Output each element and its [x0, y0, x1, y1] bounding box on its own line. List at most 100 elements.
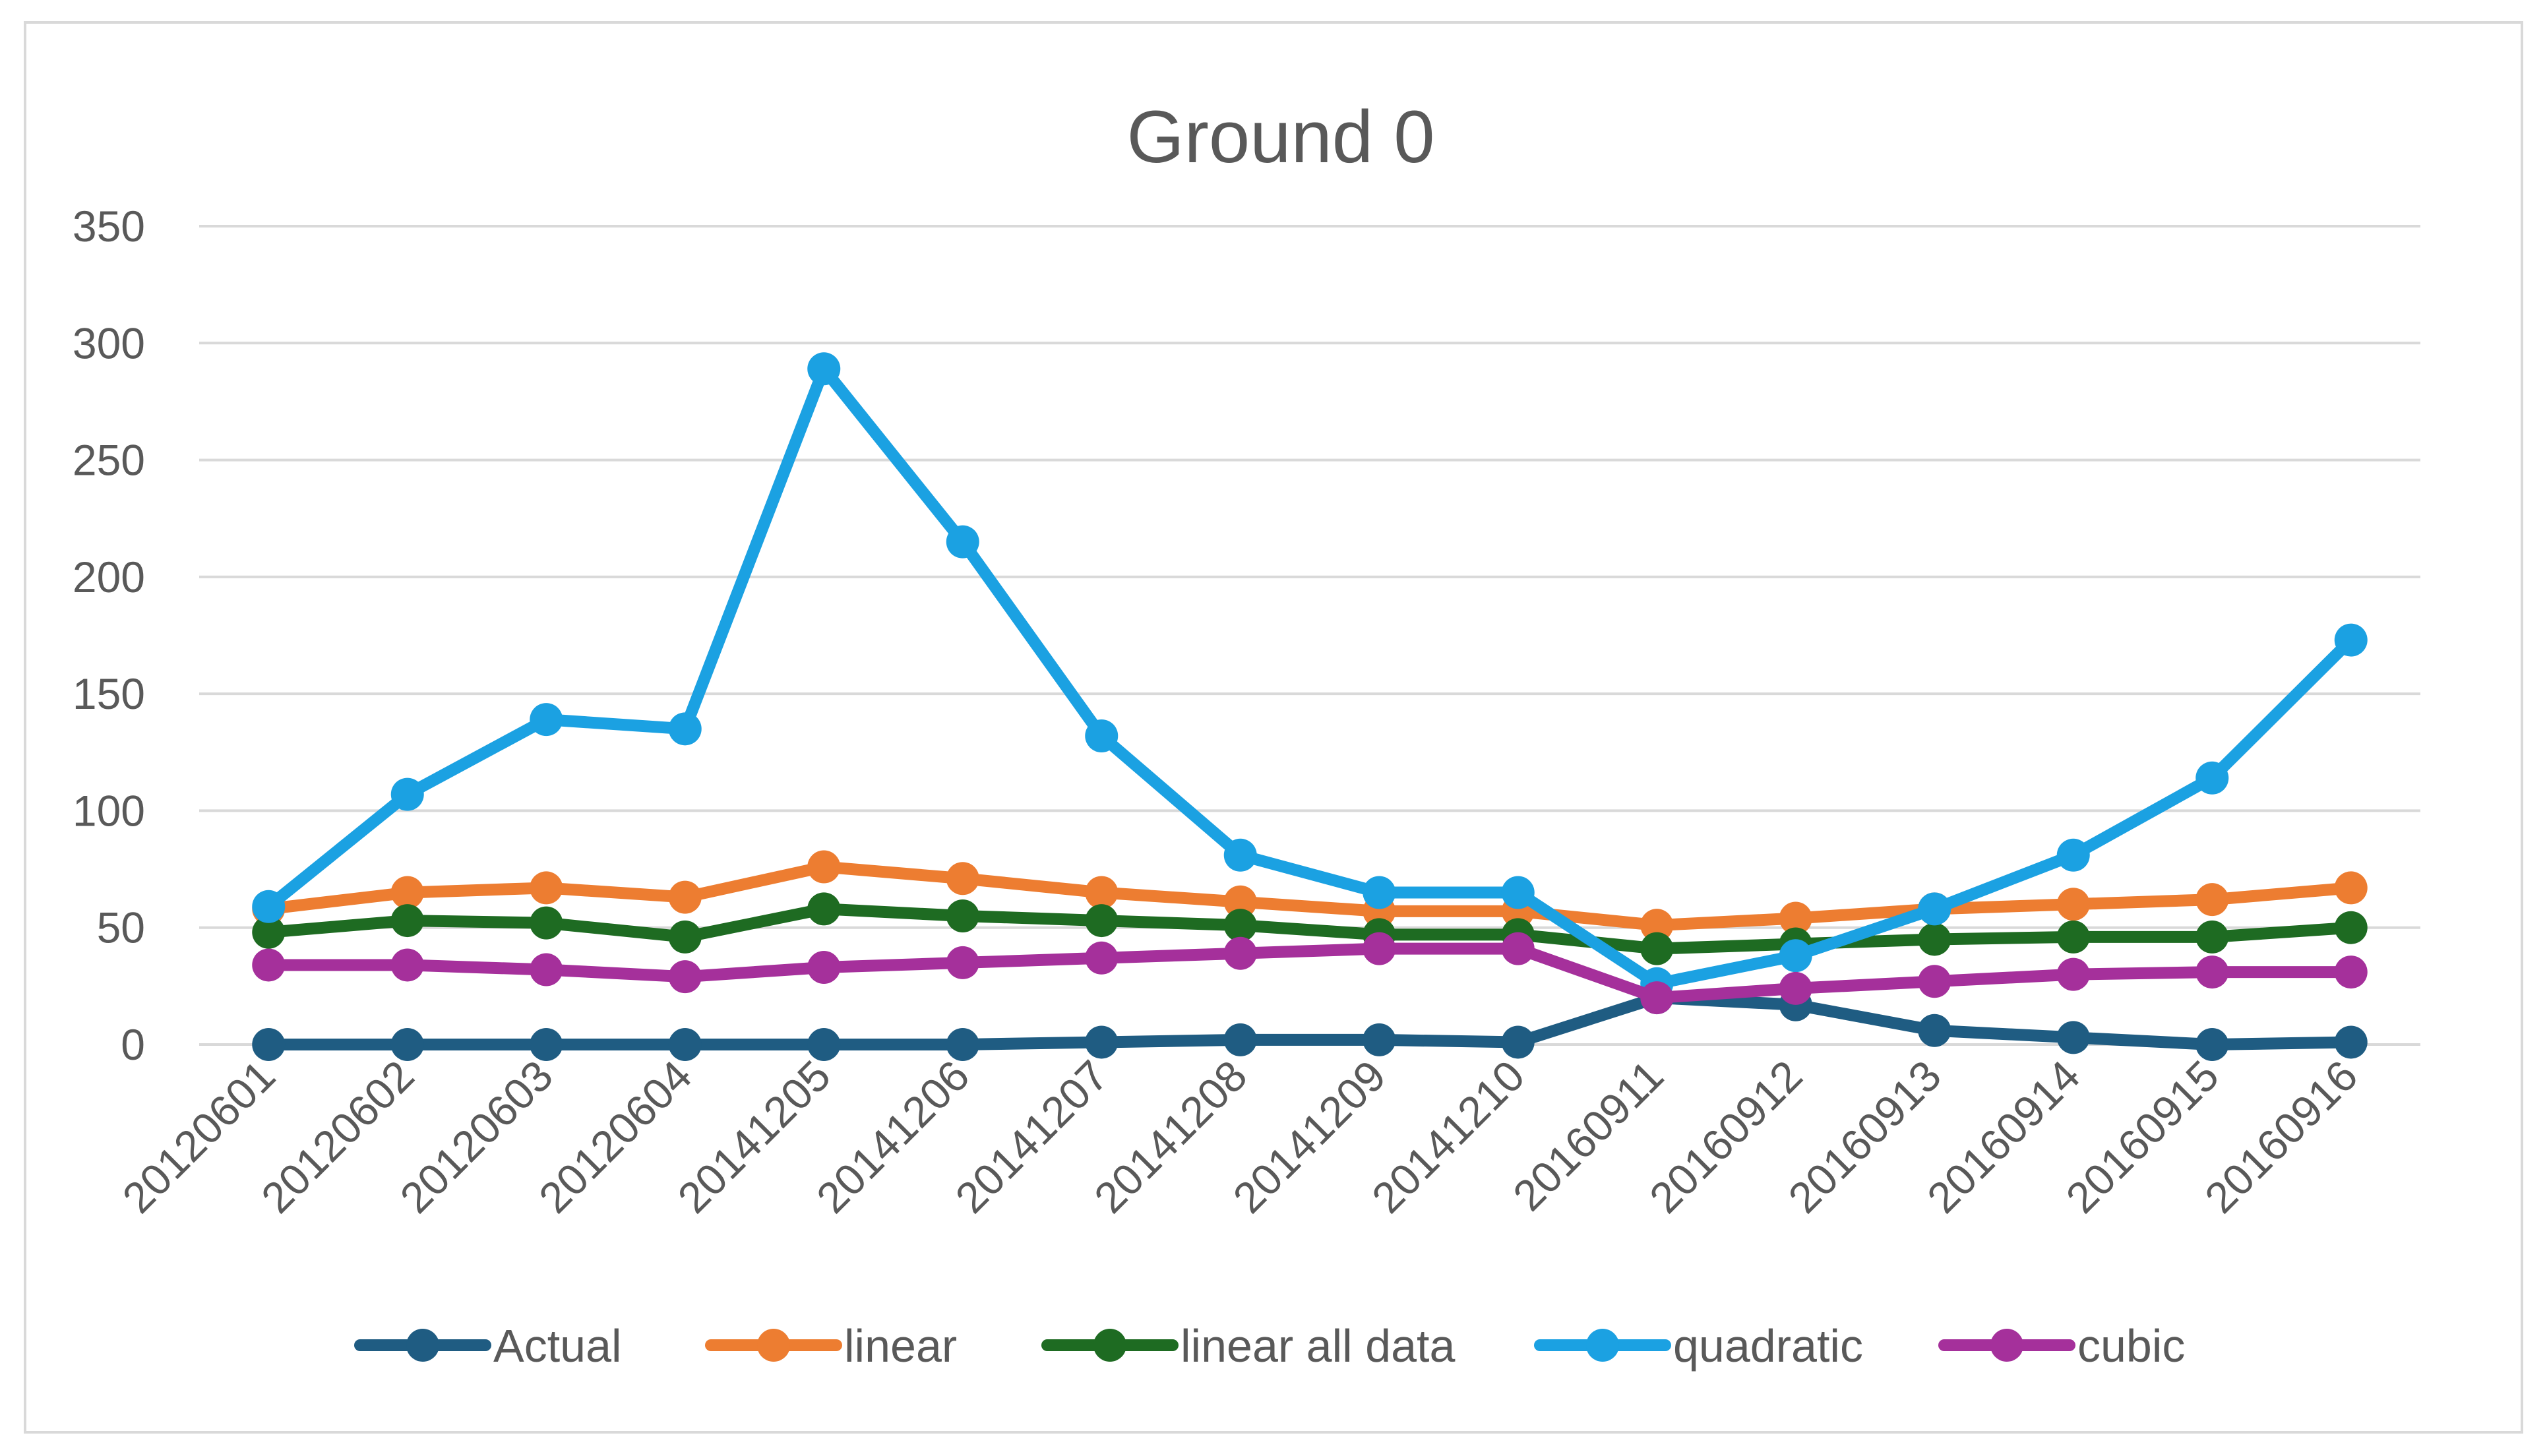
data-point: [1085, 876, 1119, 909]
data-point: [2056, 957, 2090, 991]
data-point: [1363, 876, 1396, 909]
series-line: [262, 861, 2357, 932]
data-point: [807, 950, 841, 984]
x-tick-label: 20141208: [1085, 1051, 1256, 1223]
data-point: [2334, 1025, 2368, 1059]
legend-item: cubic: [1938, 1320, 2185, 1372]
data-point: [1223, 838, 1257, 872]
y-tick-label: 200: [73, 553, 145, 601]
data-point: [2334, 911, 2368, 944]
data-point: [668, 1028, 702, 1061]
legend-item: quadratic: [1534, 1320, 1863, 1372]
data-point: [252, 915, 286, 949]
data-point: [1918, 892, 1951, 926]
data-point: [252, 890, 286, 923]
data-point: [1501, 1025, 1535, 1059]
x-tick-label: 20120603: [390, 1051, 562, 1223]
data-point: [530, 906, 563, 940]
legend-label: cubic: [2077, 1320, 2185, 1372]
data-point: [1223, 1023, 1257, 1056]
data-point: [2334, 871, 2368, 905]
x-tick-label: 20160915: [2056, 1051, 2228, 1223]
data-point: [390, 904, 424, 938]
series-linear-all-data: [252, 892, 2368, 965]
data-point: [2195, 920, 2229, 954]
series-linear: [252, 850, 2368, 942]
legend-label: linear all data: [1181, 1320, 1455, 1372]
y-tick-label: 350: [73, 202, 145, 251]
chart-title: Ground 0: [1127, 96, 1435, 178]
series-group: [252, 352, 2368, 1061]
data-point: [530, 703, 563, 737]
chart-frame: Ground 0 0 50 100 150 200 250 300 350 20120601 2…: [24, 21, 2523, 1434]
data-point: [946, 525, 979, 559]
data-point: [2195, 761, 2229, 795]
data-point: [668, 880, 702, 914]
legend-item: linear all data: [1041, 1320, 1455, 1372]
data-point: [390, 876, 424, 909]
legend-item: linear: [705, 1320, 957, 1372]
x-tick-label: 20120604: [530, 1051, 701, 1223]
series-actual: [252, 981, 2368, 1061]
data-point: [2195, 883, 2229, 917]
data-point: [1501, 876, 1535, 909]
data-point: [1501, 932, 1535, 965]
x-tick-label: 20141210: [1363, 1051, 1534, 1223]
x-tick-label: 20160913: [1779, 1051, 1950, 1223]
data-point: [2056, 888, 2090, 921]
data-point: [946, 899, 979, 932]
y-tick-label: 100: [73, 786, 145, 835]
legend-marker: [1093, 1329, 1126, 1362]
x-tick-label: 20120602: [252, 1051, 423, 1223]
data-point: [252, 1028, 286, 1061]
x-tick-label: 20141206: [807, 1051, 979, 1223]
data-point: [807, 352, 841, 386]
y-tick-label: 0: [121, 1020, 145, 1069]
data-point: [668, 920, 702, 954]
data-point: [1918, 1014, 1951, 1047]
data-point: [668, 960, 702, 994]
data-point: [1779, 939, 1812, 973]
series-cubic: [252, 932, 2368, 1015]
data-point: [1085, 1025, 1119, 1059]
data-point: [390, 777, 424, 811]
y-tick-label: 50: [97, 903, 145, 952]
data-point: [1640, 932, 1674, 965]
data-point: [530, 1028, 563, 1061]
x-tick-label: 20141205: [668, 1051, 840, 1223]
data-point: [2056, 1021, 2090, 1054]
data-point: [1918, 923, 1951, 956]
x-tick-label: 20160914: [1918, 1051, 2089, 1223]
data-point: [1779, 901, 1812, 935]
data-point: [530, 871, 563, 905]
legend-marker: [406, 1329, 439, 1362]
x-axis-labels: 2012060120120602201206032012060420141205…: [113, 1051, 2366, 1223]
data-point: [807, 892, 841, 926]
data-point: [2334, 956, 2368, 989]
line-chart: Ground 0 0 50 100 150 200 250 300 350 201206012…: [73, 96, 2420, 1372]
data-point: [2195, 1028, 2229, 1061]
data-point: [807, 850, 841, 884]
legend-label: Actual: [493, 1320, 622, 1372]
y-tick-label: 300: [73, 318, 145, 367]
data-point: [2056, 838, 2090, 872]
series-line: [262, 363, 2357, 990]
y-tick-label: 250: [73, 436, 145, 485]
data-point: [668, 712, 702, 746]
legend-marker: [1990, 1329, 2023, 1362]
data-point: [1779, 971, 1812, 1005]
data-point: [946, 862, 979, 895]
series-line: [262, 992, 2357, 1050]
data-point: [1918, 965, 1951, 998]
data-point: [1640, 909, 1674, 942]
data-point: [1363, 1023, 1396, 1056]
series-line: [262, 903, 2357, 955]
y-tick-label: 150: [73, 669, 145, 718]
data-point: [1223, 936, 1257, 970]
legend-marker: [757, 1329, 790, 1362]
legend-item: Actual: [354, 1320, 622, 1372]
data-point: [390, 948, 424, 982]
data-point: [1223, 885, 1257, 919]
x-tick-label: 20141209: [1223, 1051, 1395, 1223]
x-tick-label: 20160916: [2195, 1051, 2367, 1223]
